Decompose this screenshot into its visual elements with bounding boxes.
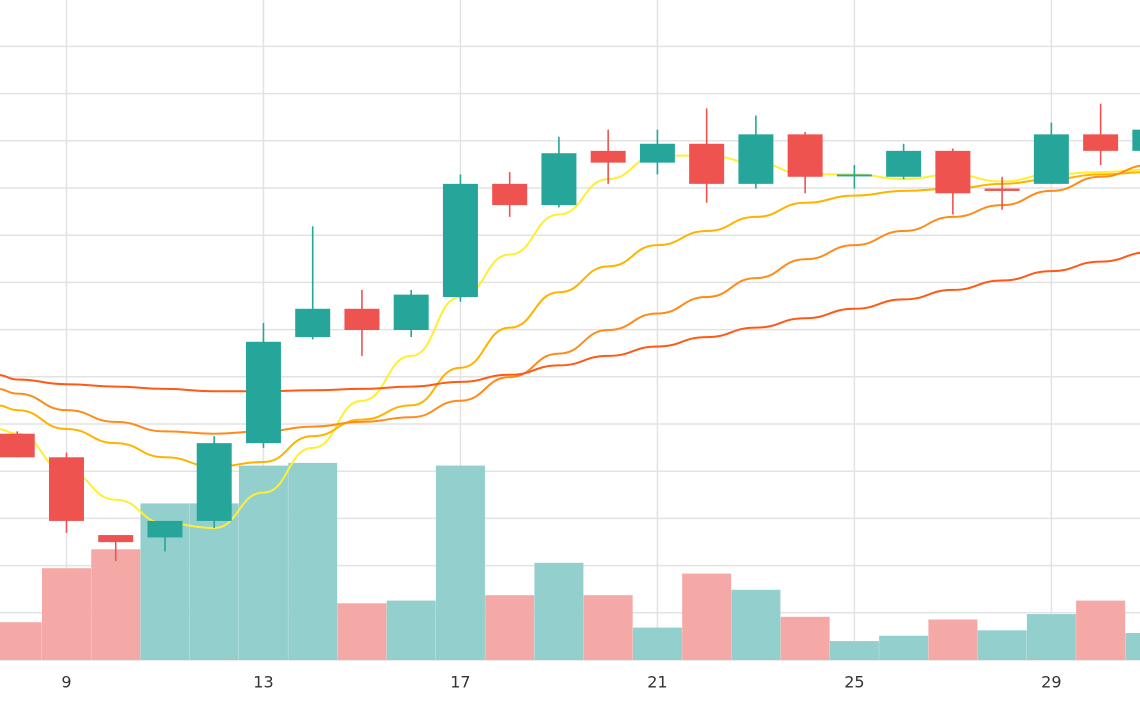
candle-body: [639, 143, 675, 163]
volume-bar: [1026, 614, 1076, 660]
x-axis-ticks: 9 13 17 21 25 29: [61, 673, 1061, 692]
volume-bar: [829, 641, 879, 660]
volume-bar: [632, 627, 682, 660]
volume-bar: [386, 600, 436, 660]
volume-bar: [288, 462, 338, 660]
volume-bar: [928, 619, 978, 660]
volume-bar: [583, 595, 633, 660]
moving-average-line: [0, 251, 1140, 393]
volume-bar: [879, 635, 929, 660]
candle-body: [1033, 134, 1069, 184]
moving-average-lines: [0, 154, 1140, 530]
candle-body: [738, 134, 774, 184]
candle-body: [245, 341, 281, 444]
candle-body: [984, 188, 1020, 191]
x-tick-label: 29: [1041, 673, 1061, 692]
candle-body: [541, 153, 577, 206]
volume-bar: [435, 465, 485, 660]
volume-bar: [41, 568, 91, 660]
candle-body: [147, 520, 183, 538]
candle-body: [1083, 134, 1119, 151]
volume-bar: [337, 603, 387, 660]
candle-body: [48, 457, 84, 521]
candle-body: [393, 294, 429, 330]
candle-body: [787, 134, 823, 177]
moving-average-line: [0, 154, 1140, 530]
x-tick-label: 17: [450, 673, 470, 692]
candle-body: [492, 183, 528, 206]
candle-body: [1132, 129, 1140, 151]
candle-body: [196, 443, 232, 521]
volume-bar: [534, 562, 584, 660]
volume-bar: [0, 622, 42, 660]
volume-bar: [1125, 633, 1140, 660]
volume-bar: [189, 503, 239, 660]
volume-bar: [780, 616, 830, 660]
candles: [0, 103, 1140, 561]
volume-bars: [0, 462, 1140, 660]
candle-body: [689, 143, 725, 184]
candle-body: [886, 150, 922, 177]
moving-average-line: [0, 171, 1140, 468]
candle-body: [98, 535, 134, 543]
x-tick-label: 21: [647, 673, 667, 692]
volume-bar: [238, 465, 288, 660]
candle-body: [344, 308, 380, 330]
candle-body: [295, 308, 331, 338]
x-tick-label: 13: [253, 673, 273, 692]
candle-body: [935, 150, 971, 194]
moving-average-line: [0, 164, 1140, 435]
gridlines: [0, 0, 1140, 661]
candle-body: [590, 150, 626, 163]
x-tick-label: 25: [844, 673, 864, 692]
x-tick-label: 9: [61, 673, 71, 692]
candle-body: [0, 433, 35, 458]
volume-bar: [1076, 600, 1126, 660]
candle-body: [442, 183, 478, 297]
candle-body: [836, 174, 872, 177]
volume-bar: [91, 549, 141, 660]
volume-bar: [977, 630, 1027, 660]
volume-bar: [485, 595, 535, 660]
volume-bar: [682, 573, 732, 660]
volume-bar: [731, 589, 781, 660]
